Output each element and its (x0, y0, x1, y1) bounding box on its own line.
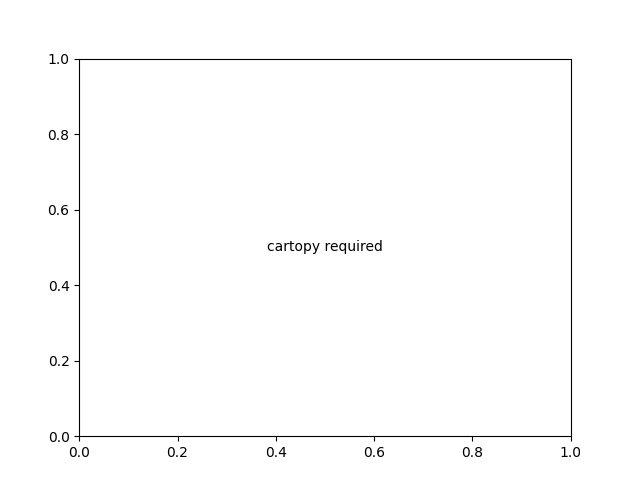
Text: cartopy required: cartopy required (267, 241, 383, 254)
